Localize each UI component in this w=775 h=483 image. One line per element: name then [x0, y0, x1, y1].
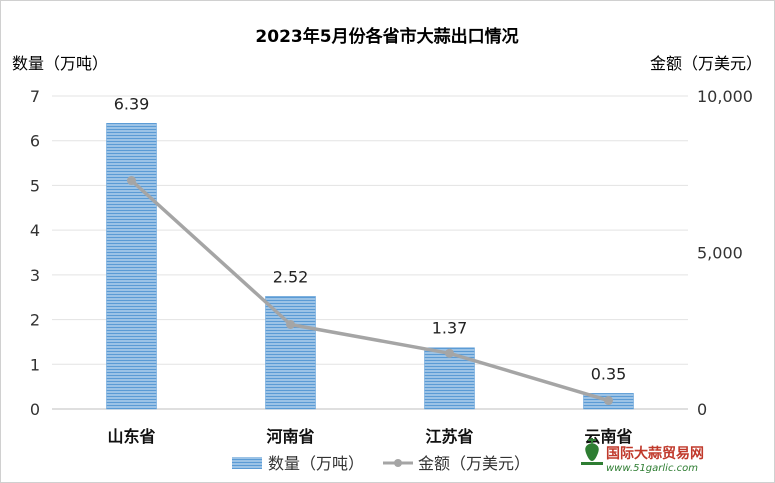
bar — [265, 296, 316, 410]
bar-data-labels: 6.39 2.52 1.37 0.35 — [114, 94, 627, 383]
line-point — [604, 396, 613, 406]
y-tick-left-label: 2 — [30, 311, 40, 330]
x-category-label: 云南省 — [584, 427, 632, 446]
y-axis-left-ticks: 0 1 2 3 4 5 6 7 — [30, 87, 40, 419]
line-point — [127, 176, 136, 186]
watermark: 国际大蒜贸易网 www.51garlic.com — [581, 438, 704, 474]
x-category-label: 山东省 — [107, 427, 155, 446]
y-tick-right-label: 0 — [697, 400, 707, 419]
line-series — [127, 176, 613, 406]
y-tick-left-label: 7 — [30, 87, 40, 106]
watermark-url: www.51garlic.com — [606, 463, 698, 474]
watermark-name: 国际大蒜贸易网 — [606, 445, 704, 462]
legend-line-marker — [394, 459, 402, 467]
legend-line-label: 金额（万美元） — [418, 454, 530, 473]
bar-data-label: 6.39 — [114, 94, 150, 113]
garlic-logo-icon — [581, 438, 603, 465]
y-tick-left-label: 0 — [30, 400, 40, 419]
x-category-label: 河南省 — [266, 427, 314, 446]
legend-bar-label: 数量（万吨） — [268, 454, 364, 473]
bar-series — [106, 123, 634, 410]
legend-bar-swatch — [232, 457, 262, 469]
gridlines — [52, 95, 688, 410]
y-tick-left-label: 5 — [30, 176, 40, 195]
bar-data-label: 1.37 — [432, 319, 468, 338]
x-category-label: 江苏省 — [425, 427, 473, 446]
line-point — [286, 319, 295, 329]
y-tick-left-label: 3 — [30, 266, 40, 285]
y-tick-left-label: 4 — [30, 221, 40, 240]
bar-data-label: 0.35 — [591, 364, 627, 383]
y-axis-left-label: 数量（万吨） — [12, 54, 108, 73]
y-tick-left-label: 1 — [30, 355, 40, 374]
y-tick-right-label: 10,000 — [697, 87, 753, 106]
chart-title: 2023年5月份各省市大蒜出口情况 — [255, 26, 518, 47]
legend: 数量（万吨） 金额（万美元） — [232, 454, 530, 473]
bar-data-label: 2.52 — [273, 267, 309, 286]
y-axis-right-ticks: 0 5,000 10,000 — [697, 87, 753, 419]
x-axis-categories: 山东省 河南省 江苏省 云南省 — [107, 427, 632, 446]
bar — [106, 123, 157, 410]
line-point — [445, 348, 454, 358]
y-tick-right-label: 5,000 — [697, 244, 743, 263]
y-tick-left-label: 6 — [30, 132, 40, 151]
line-path — [130, 179, 609, 403]
y-axis-right-label: 金额（万美元） — [650, 54, 762, 73]
